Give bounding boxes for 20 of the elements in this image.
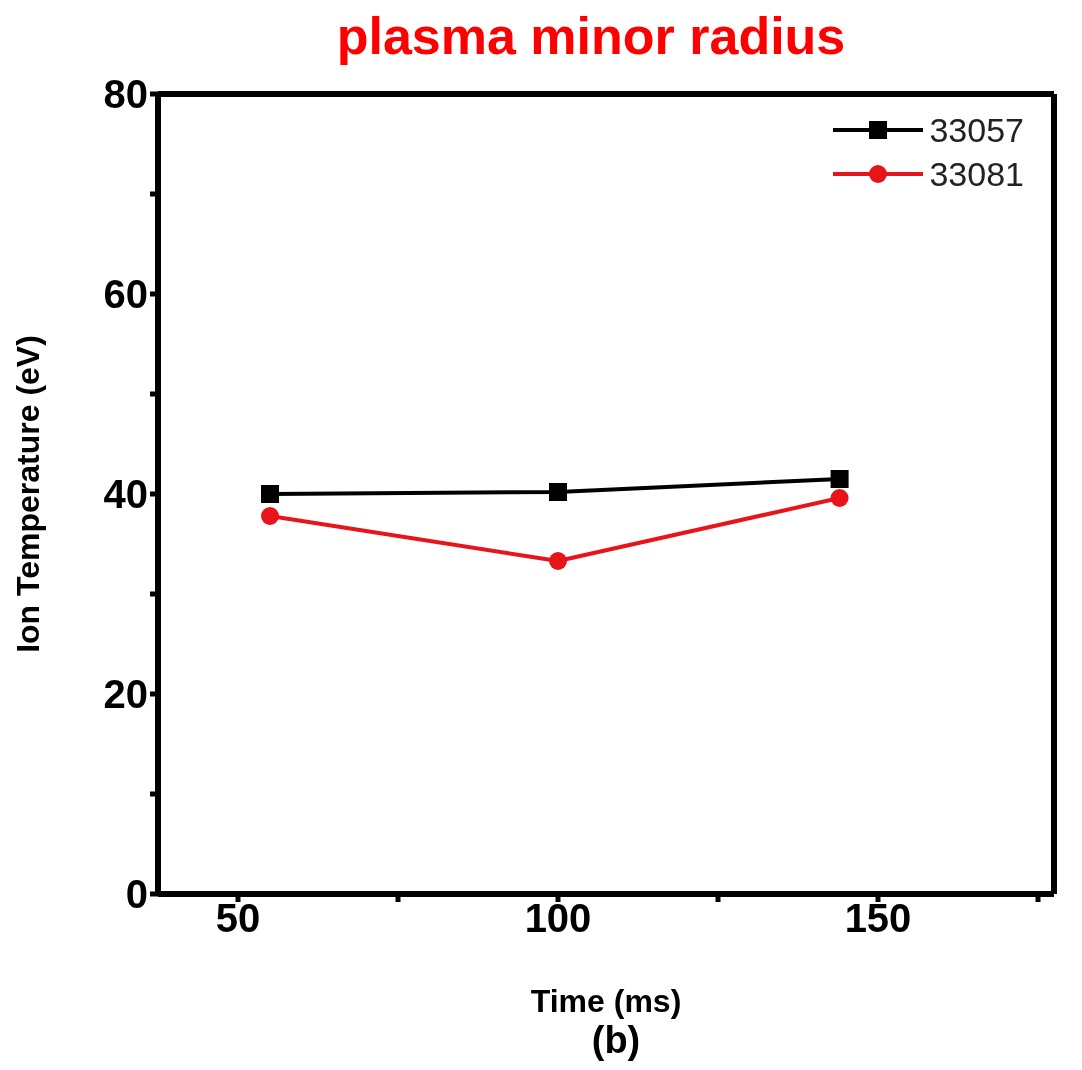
x-tick-label: 50 <box>215 896 261 941</box>
point <box>549 552 567 570</box>
point <box>830 470 849 488</box>
point <box>549 483 567 501</box>
y-axis-title: Ion Temperature (eV) <box>10 335 47 653</box>
point <box>261 485 279 503</box>
x-tick-label: 100 <box>524 896 592 941</box>
legend-label: 33057 <box>929 110 1024 151</box>
x-axis-title: Time (ms) <box>530 982 682 1019</box>
y-tick-label: 0 <box>125 872 148 917</box>
x-tick-label: 150 <box>844 896 912 941</box>
point <box>261 507 279 525</box>
point <box>830 489 849 507</box>
chart-title: plasma minor radius <box>335 7 847 65</box>
y-tick-label: 60 <box>103 272 148 317</box>
legend-label: 33081 <box>929 154 1024 195</box>
text: (b) <box>590 1019 642 1062</box>
y-tick-label: 20 <box>103 672 148 717</box>
y-tick-label: 80 <box>103 72 148 117</box>
y-tick-label: 40 <box>103 472 148 517</box>
